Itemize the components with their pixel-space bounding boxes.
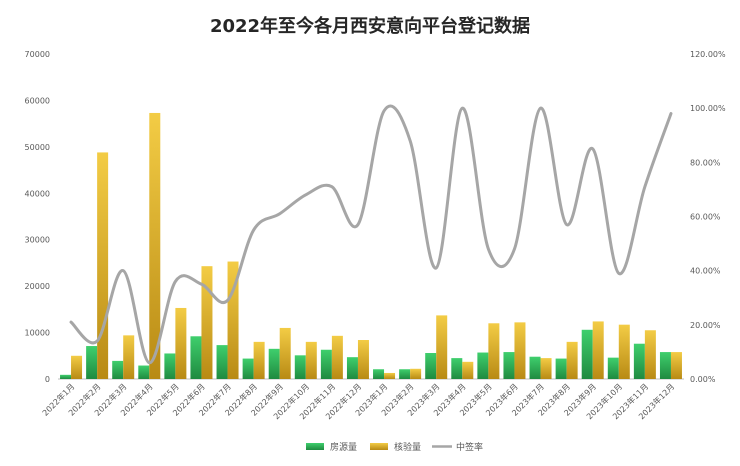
bar-heyanliang: [384, 372, 396, 379]
bar-fangyuanliang: [320, 349, 332, 379]
point-zhongqianlv: [591, 147, 594, 150]
point-zhongqianlv: [539, 106, 542, 110]
point-zhongqianlv: [617, 272, 620, 275]
point-zhongqianlv: [382, 109, 386, 113]
legend-label: 核验量: [394, 441, 421, 453]
y-right-tick-label: 40.00%: [690, 267, 721, 276]
y-left-tick-label: 50000: [25, 143, 50, 152]
bar-fangyuanliang: [60, 374, 72, 379]
point-zhongqianlv: [148, 361, 151, 364]
legend-label: 房源量: [330, 441, 357, 453]
point-zhongqianlv: [252, 228, 255, 232]
bar-fangyuanliang: [294, 355, 306, 379]
bar-fangyuanliang: [529, 356, 541, 379]
bar-fangyuanliang: [112, 360, 124, 379]
bar-heyanliang: [462, 361, 474, 379]
bar-fangyuanliang: [633, 343, 645, 379]
point-zhongqianlv: [200, 283, 203, 286]
point-zhongqianlv: [226, 299, 229, 302]
legend-swatch: [306, 443, 324, 450]
bar-heyanliang: [592, 321, 604, 379]
bar-heyanliang: [514, 322, 526, 379]
bar-fangyuanliang: [346, 357, 358, 379]
point-zhongqianlv: [408, 139, 412, 142]
line-zhongqianlv: [69, 104, 673, 365]
legend-label: 中签率: [456, 441, 483, 453]
y-right-tick-label: 120.00%: [690, 50, 726, 59]
bar-fangyuanliang: [451, 358, 463, 379]
point-zhongqianlv: [487, 247, 490, 251]
point-zhongqianlv: [643, 185, 647, 188]
point-zhongqianlv: [278, 212, 281, 215]
bar-fangyuanliang: [425, 353, 437, 379]
point-zhongqianlv: [513, 247, 516, 251]
bar-heyanliang: [279, 327, 291, 379]
bar-fangyuanliang: [659, 352, 671, 379]
bar-fangyuanliang: [138, 365, 150, 379]
point-zhongqianlv: [122, 269, 125, 272]
bar-fangyuanliang: [242, 358, 254, 379]
y-right-tick-label: 60.00%: [690, 213, 721, 222]
y-left-tick-label: 10000: [25, 329, 50, 338]
point-zhongqianlv: [304, 193, 307, 197]
chart-title: 2022年至今各月西安意向平台登记数据: [209, 16, 531, 37]
point-zhongqianlv: [95, 339, 99, 343]
bar-heyanliang: [71, 355, 83, 379]
y-left-tick-label: 20000: [25, 282, 50, 291]
bar-heyanliang: [566, 341, 578, 379]
point-zhongqianlv: [69, 320, 73, 324]
y-left-tick-label: 0: [45, 375, 50, 384]
point-zhongqianlv: [356, 223, 360, 226]
y-left-tick-label: 60000: [25, 96, 50, 105]
bar-heyanliang: [227, 261, 239, 379]
bar-heyanliang: [436, 315, 448, 379]
y-right-tick-label: 100.00%: [690, 104, 726, 113]
bar-fangyuanliang: [373, 369, 385, 379]
legend-swatch: [370, 443, 388, 450]
bar-fangyuanliang: [607, 357, 619, 379]
bar-fangyuanliang: [190, 336, 202, 379]
bar-fangyuanliang: [86, 346, 98, 379]
bar-heyanliang: [540, 358, 552, 379]
point-zhongqianlv: [435, 266, 438, 270]
bar-fangyuanliang: [581, 329, 593, 379]
bar-heyanliang: [123, 335, 135, 379]
bar-heyanliang: [644, 330, 656, 379]
bar-heyanliang: [97, 152, 109, 379]
bar-heyanliang: [201, 266, 213, 379]
bar-heyanliang: [410, 368, 422, 379]
y-left-tick-label: 40000: [25, 189, 50, 198]
point-zhongqianlv: [461, 106, 464, 110]
point-zhongqianlv: [174, 280, 177, 283]
bar-fangyuanliang: [268, 348, 280, 379]
bar-fangyuanliang: [399, 369, 411, 379]
y-left-tick-label: 30000: [25, 236, 50, 245]
bar-fangyuanliang: [555, 358, 567, 379]
y-right-tick-label: 20.00%: [690, 321, 721, 330]
bar-heyanliang: [618, 324, 630, 379]
bar-fangyuanliang: [164, 353, 176, 379]
legend: 房源量 核验量 中签率: [306, 441, 483, 453]
bar-heyanliang: [488, 323, 500, 379]
y-right-tick-label: 0.00%: [690, 375, 716, 384]
bar-heyanliang: [149, 112, 161, 379]
point-zhongqianlv: [669, 112, 673, 115]
point-zhongqianlv: [565, 223, 568, 226]
y-left-tick-label: 70000: [25, 50, 50, 59]
bar-fangyuanliang: [477, 352, 489, 379]
bar-heyanliang: [305, 341, 317, 379]
bar-heyanliang: [331, 335, 343, 379]
bar-fangyuanliang: [216, 345, 228, 379]
bar-heyanliang: [253, 341, 265, 379]
bar-heyanliang: [175, 307, 187, 379]
bar-heyanliang: [670, 352, 682, 379]
point-zhongqianlv: [330, 185, 334, 188]
bar-fangyuanliang: [503, 352, 515, 379]
bar-heyanliang: [357, 340, 369, 379]
y-right-tick-label: 80.00%: [690, 158, 721, 167]
